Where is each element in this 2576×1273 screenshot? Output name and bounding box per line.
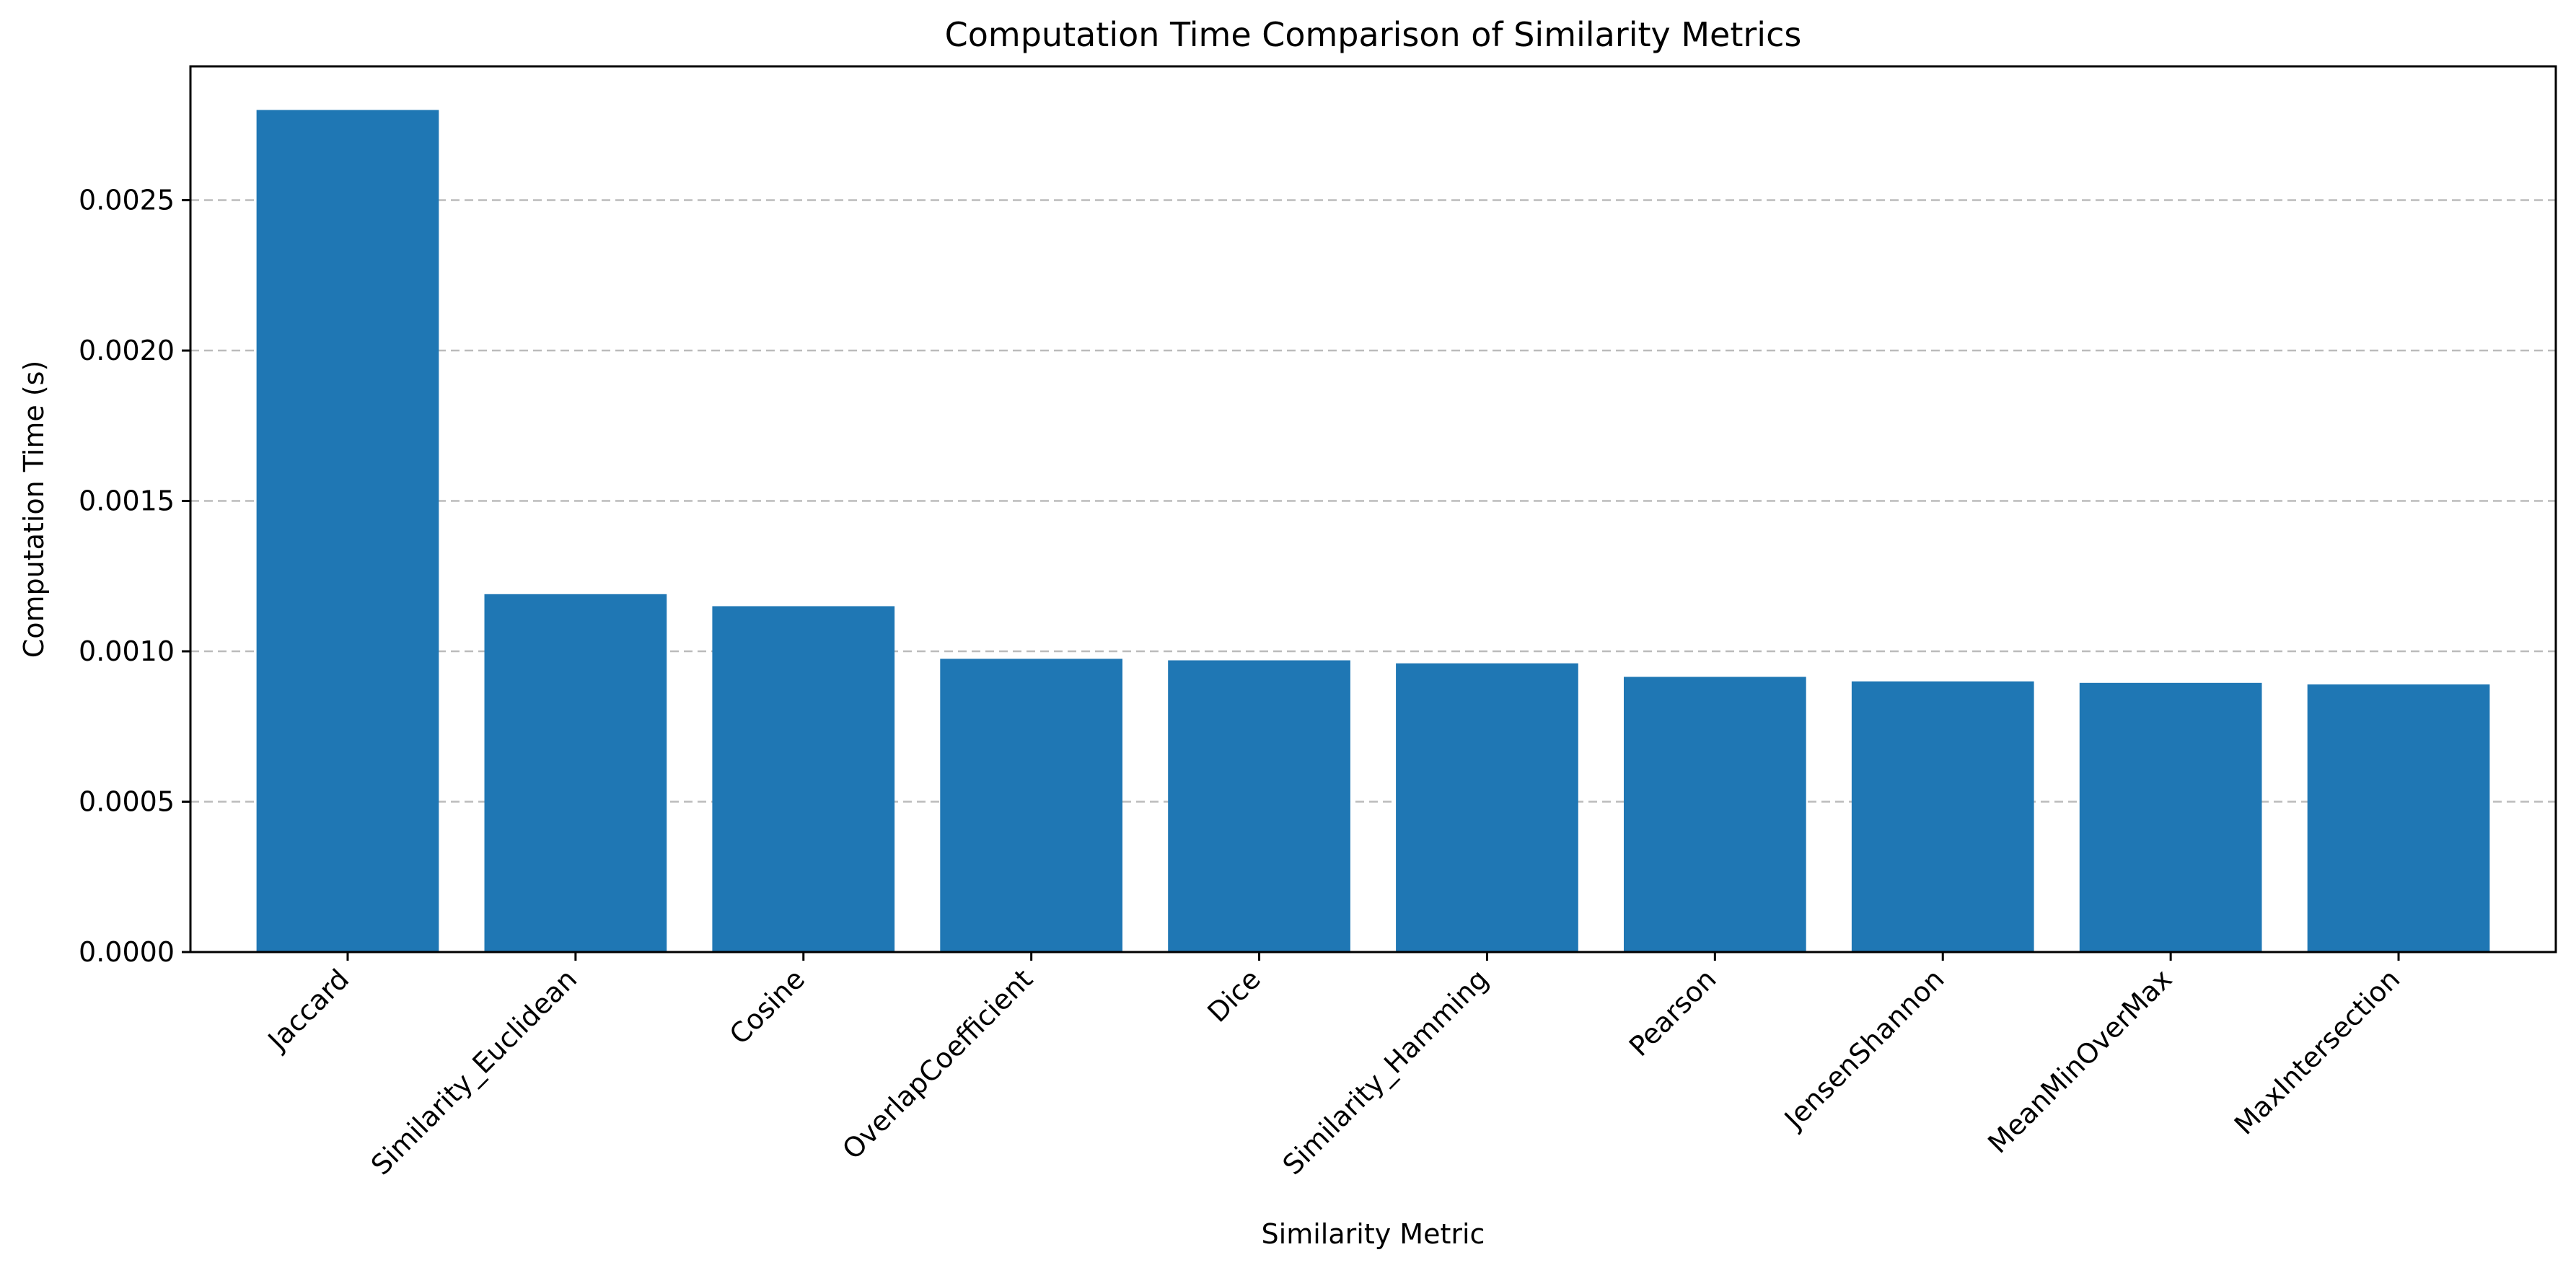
bar-similarity-euclidean xyxy=(484,594,667,952)
y-tick-label: 0.0015 xyxy=(79,485,175,517)
x-tick-label: JensenShannon xyxy=(1777,963,1951,1136)
x-tick-label: Cosine xyxy=(724,963,811,1050)
bar-pearson xyxy=(1623,677,1806,952)
x-tick-label: Dice xyxy=(1201,963,1267,1028)
y-axis-label: Computation Time (s) xyxy=(18,361,50,658)
x-axis-ticks: Jaccard Similarity_Euclidean Cosine Overlap… xyxy=(261,952,2406,1181)
y-tick-label: 0.0025 xyxy=(79,185,175,216)
bar-dice xyxy=(1168,660,1350,952)
axes-frame xyxy=(189,65,2557,953)
chart-title: Computation Time Comparison of Similarit… xyxy=(945,15,1802,54)
y-tick-label: 0.0000 xyxy=(79,936,175,968)
bars xyxy=(256,110,2490,952)
x-tick-label: Jaccard xyxy=(261,963,356,1057)
bar-cosine xyxy=(712,606,895,952)
bar-jensenshannon xyxy=(1851,681,2034,952)
x-tick-label: MeanMinOverMax xyxy=(1982,963,2178,1159)
x-tick-label: Similarity_Euclidean xyxy=(365,963,583,1181)
x-axis-label: Similarity Metric xyxy=(1262,1218,1485,1250)
y-tick-label: 0.0020 xyxy=(79,335,175,366)
grid-lines xyxy=(190,199,2556,803)
bar-maxintersection xyxy=(2307,684,2490,952)
x-tick-label: OverlapCoefficient xyxy=(836,963,1039,1166)
bar-similarity-hamming xyxy=(1396,663,1578,952)
x-tick-label: Similarity_Hamming xyxy=(1277,963,1495,1181)
x-tick-label: MaxIntersection xyxy=(2228,963,2406,1141)
y-axis-ticks: 0.0000 0.0005 0.0010 0.0015 0.0020 0.0025 xyxy=(79,185,190,968)
bar-meanminovermax xyxy=(2079,682,2262,952)
bar-jaccard xyxy=(256,110,439,952)
x-tick-label: Pearson xyxy=(1623,963,1723,1062)
bar-overlapcoefficient xyxy=(940,658,1123,952)
y-tick-label: 0.0005 xyxy=(79,786,175,818)
y-tick-label: 0.0010 xyxy=(79,635,175,667)
